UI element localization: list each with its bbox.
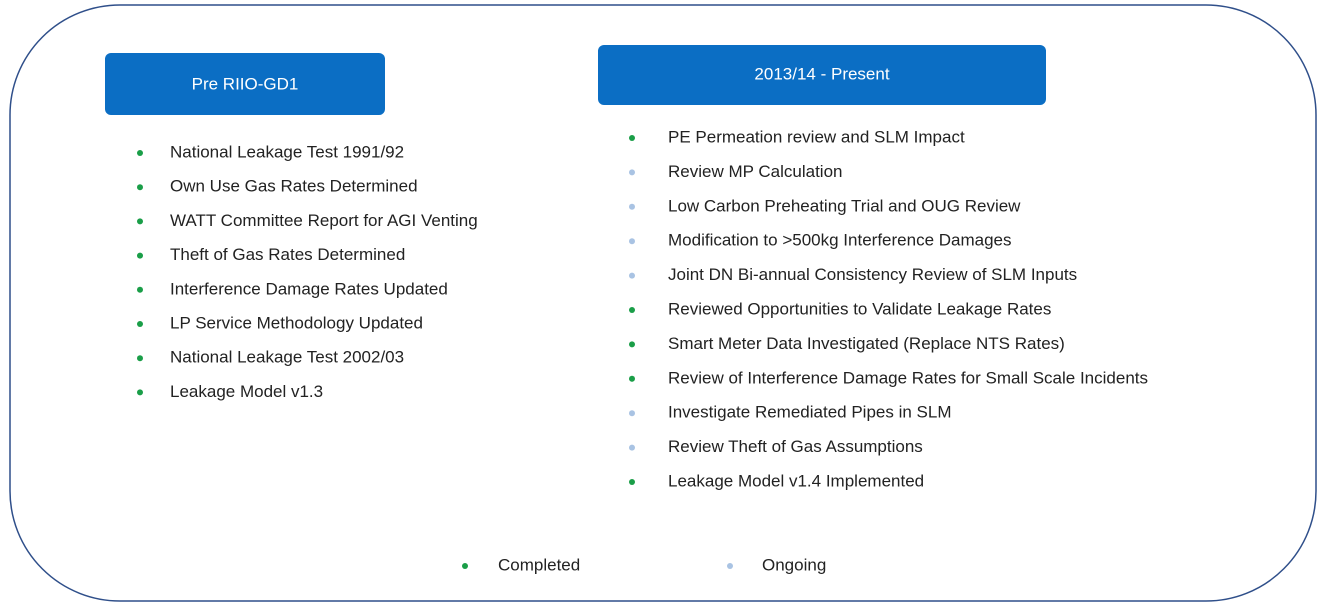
bullet — [137, 218, 143, 225]
bullet — [629, 272, 635, 279]
list-item: Own Use Gas Rates Determined — [170, 177, 418, 196]
list-item: Reviewed Opportunities to Validate Leaka… — [668, 299, 1051, 318]
frame — [9, 4, 1317, 602]
header-box — [105, 53, 385, 115]
bullet — [629, 410, 635, 417]
bullet — [629, 169, 635, 176]
bullet — [629, 341, 635, 348]
list-item: Investigate Remediated Pipes in SLM — [668, 403, 952, 422]
bullet — [137, 286, 143, 293]
list-item: Low Carbon Preheating Trial and OUG Revi… — [668, 196, 1021, 215]
list-item: Theft of Gas Rates Determined — [170, 245, 405, 264]
list-item: Review Theft of Gas Assumptions — [668, 437, 923, 456]
bullet — [629, 375, 635, 382]
bullet — [137, 184, 143, 191]
legend-bullet — [462, 563, 468, 569]
header-box — [598, 45, 1046, 105]
list-item: Leakage Model v1.3 — [170, 382, 323, 401]
header-title: 2013/14 - Present — [754, 64, 889, 83]
list-item: Review MP Calculation — [668, 162, 842, 181]
bullet — [137, 252, 143, 259]
list-item: PE Permeation review and SLM Impact — [668, 127, 965, 146]
list-item: Smart Meter Data Investigated (Replace N… — [668, 334, 1065, 353]
list-item: National Leakage Test 2002/03 — [170, 348, 404, 367]
bullet — [629, 238, 635, 245]
bullet — [629, 203, 635, 210]
list-item: Modification to >500kg Interference Dama… — [668, 231, 1012, 250]
bullet — [137, 150, 143, 156]
bullet — [629, 135, 635, 141]
list-item: National Leakage Test 1991/92 — [170, 142, 404, 161]
list-item: Review of Interference Damage Rates for … — [668, 368, 1148, 387]
legend-bullet — [727, 563, 733, 569]
bullet — [137, 389, 143, 396]
bullet — [137, 355, 143, 362]
bullet — [629, 307, 635, 313]
bullet — [629, 479, 635, 485]
bullet — [629, 444, 635, 451]
legend-label: Completed — [498, 555, 580, 574]
list-item: Leakage Model v1.4 Implemented — [668, 471, 924, 490]
list-item: Joint DN Bi-annual Consistency Review of… — [668, 265, 1077, 284]
header-title: Pre RIIO-GD1 — [192, 74, 299, 93]
bullet — [137, 321, 143, 327]
list-item: Interference Damage Rates Updated — [170, 279, 448, 298]
legend-label: Ongoing — [762, 555, 826, 574]
list-item: WATT Committee Report for AGI Venting — [170, 211, 478, 230]
list-item: LP Service Methodology Updated — [170, 313, 423, 332]
